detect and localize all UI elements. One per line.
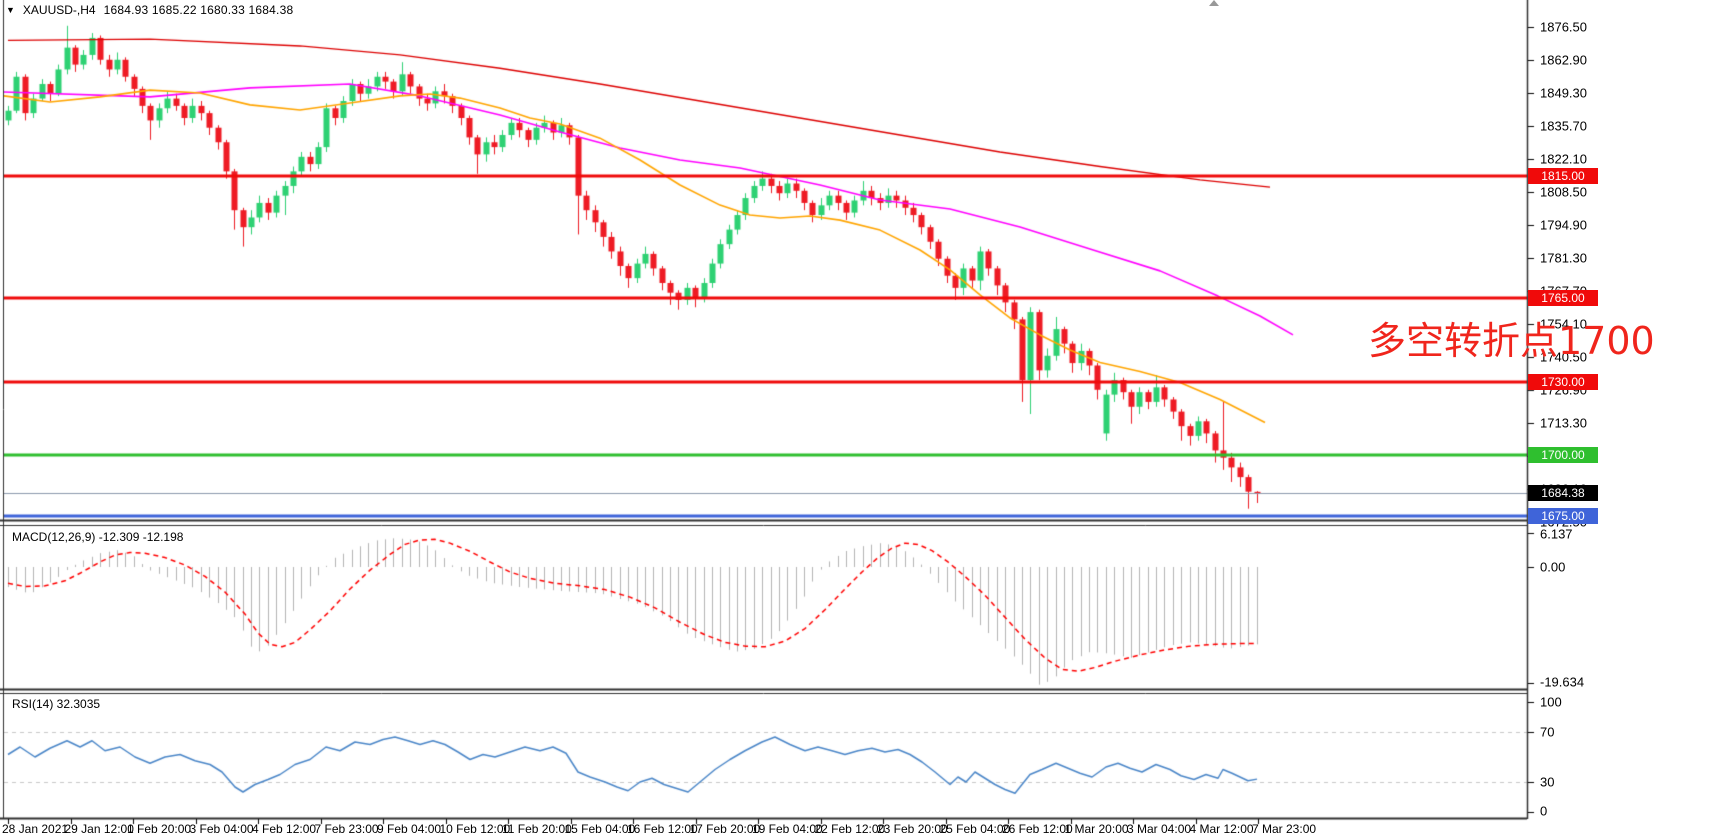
price-level-badge: 1765.00 (1528, 289, 1598, 306)
annotation-text[interactable]: 多空转折点1700 (1368, 319, 1655, 363)
macd-axis-tick-label: 0.00 (1540, 559, 1566, 575)
time-axis-label: 28 Jan 2021 (2, 822, 69, 836)
price-level-badge: 1675.00 (1528, 507, 1598, 524)
rsi-axis-tick-label: 100 (1540, 694, 1562, 710)
price-axis-tick-label: 1781.30 (1540, 250, 1587, 266)
time-axis-label: 22 Feb 12:00 (814, 822, 886, 836)
rsi-axis-tick-label: 30 (1540, 774, 1555, 790)
chart-title-bar: ▼ XAUUSD-,H4 1684.93 1685.22 1680.33 168… (6, 3, 293, 17)
price-axis-tick-label: 1849.30 (1540, 85, 1587, 101)
time-axis-label: 11 Feb 20:00 (502, 822, 572, 836)
price-level-badge: 1700.00 (1528, 447, 1598, 464)
rsi-axis-tick-label: 70 (1540, 724, 1555, 740)
time-axis-label: 10 Feb 12:00 (439, 822, 511, 836)
price-axis-tick-label: 1876.50 (1540, 19, 1587, 35)
symbol-dropdown-icon[interactable]: ▼ (6, 5, 15, 15)
time-axis-label: 3 Mar 04:00 (1127, 822, 1192, 836)
price-axis-tick-label: 1794.90 (1540, 217, 1587, 233)
chart-shift-marker-icon[interactable] (1209, 0, 1219, 6)
price-axis-tick-label: 1822.10 (1540, 151, 1587, 167)
price-axis-tick-label: 1808.50 (1540, 184, 1587, 200)
time-axis-label: 1 Mar 20:00 (1064, 822, 1129, 836)
price-axis-tick-label: 1754.10 (1540, 316, 1587, 332)
macd-indicator-label: MACD(12,26,9) -12.309 -12.198 (12, 530, 184, 544)
time-axis-label: 17 Feb 20:00 (689, 822, 761, 836)
time-axis-label: 26 Feb 12:00 (1002, 822, 1073, 836)
price-axis-tick-label: 1835.70 (1540, 118, 1587, 134)
time-axis-label: 7 Feb 23:00 (314, 822, 379, 836)
price-level-badge: 1730.00 (1528, 374, 1598, 391)
current-price-badge: 1684.38 (1528, 485, 1598, 502)
time-axis-label: 4 Mar 12:00 (1189, 822, 1254, 836)
rsi-axis-tick-label: 0 (1540, 803, 1548, 819)
price-axis-tick-label: 1713.30 (1540, 415, 1587, 431)
rsi-indicator-label: RSI(14) 32.3035 (12, 697, 101, 711)
ohlc-values: 1684.93 1685.22 1680.33 1684.38 (103, 3, 294, 17)
macd-axis-tick-label: -19.634 (1540, 674, 1585, 690)
time-axis-label: 3 Feb 04:00 (189, 822, 254, 836)
time-axis-label: 23 Feb 20:00 (877, 822, 948, 836)
time-axis-label: 9 Feb 04:00 (377, 822, 442, 836)
time-axis-label: 16 Feb 12:00 (627, 822, 698, 836)
time-axis-label: 29 Jan 12:00 (64, 822, 134, 836)
time-axis-label: 15 Feb 04:00 (564, 822, 636, 836)
price-axis-tick-label: 1862.90 (1540, 52, 1587, 68)
time-axis-label: 19 Feb 04:00 (752, 822, 823, 836)
symbol-timeframe-label: XAUUSD-,H4 (22, 3, 96, 17)
macd-axis-tick-label: 6.137 (1540, 526, 1573, 542)
time-axis-label: 25 Feb 04:00 (939, 822, 1011, 836)
price-level-badge: 1815.00 (1528, 168, 1598, 185)
time-axis-label: 7 Mar 23:00 (1252, 822, 1317, 836)
price-axis-tick-label: 1740.50 (1540, 349, 1587, 365)
time-axis-label: 1 Feb 20:00 (127, 822, 192, 836)
time-axis-label: 4 Feb 12:00 (252, 822, 317, 836)
